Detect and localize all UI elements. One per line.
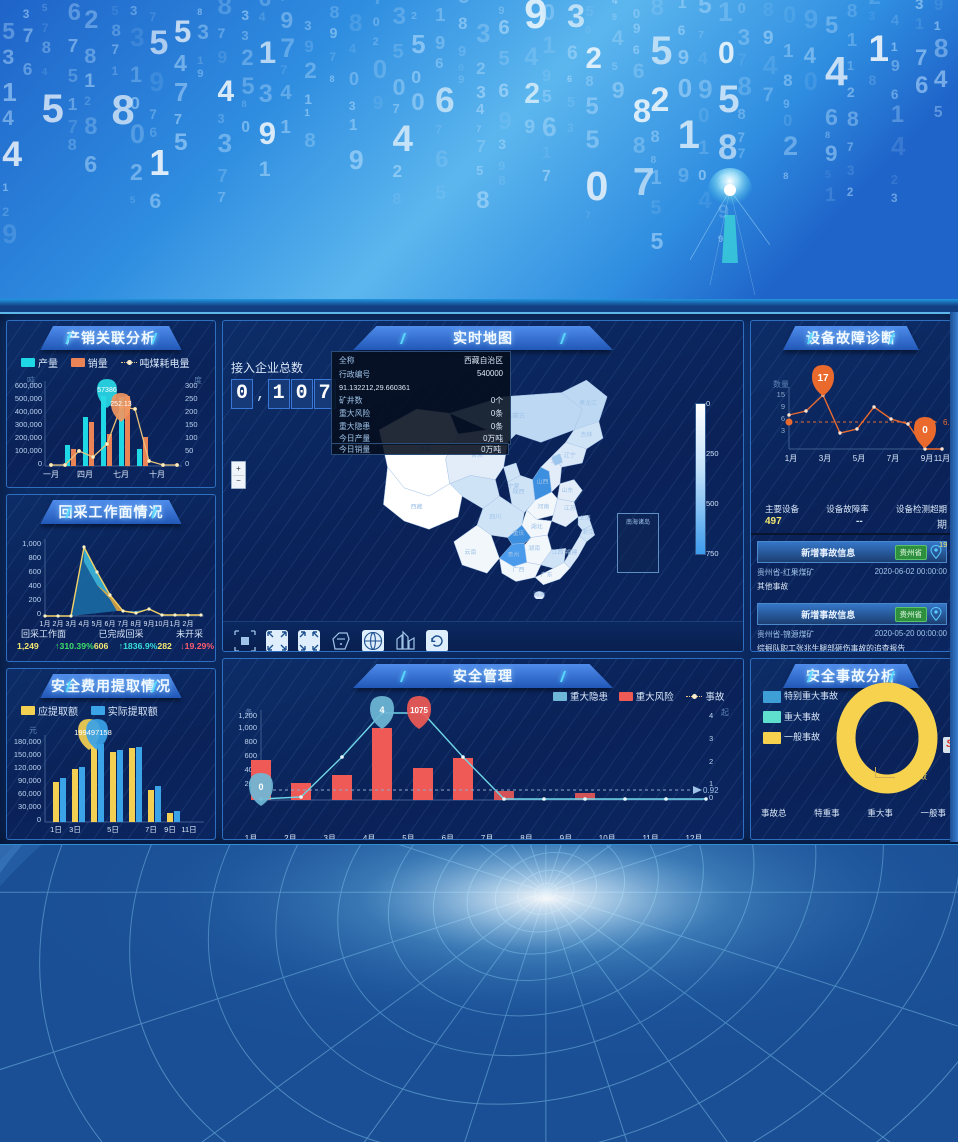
svg-text:上海: 上海 (579, 514, 591, 522)
svg-text:15: 15 (777, 390, 785, 399)
svg-text:0.92: 0.92 (703, 786, 719, 795)
svg-text:4: 4 (709, 711, 713, 720)
svg-text:2: 2 (709, 757, 713, 766)
svg-text:一月: 一月 (43, 470, 59, 479)
svg-text:300: 300 (185, 381, 198, 390)
svg-text:辽宁: 辽宁 (564, 451, 576, 459)
svg-text:7日: 7日 (145, 825, 157, 834)
svg-text:宁夏: 宁夏 (508, 482, 520, 490)
svg-text:云南: 云南 (464, 548, 476, 556)
svg-text:30,000: 30,000 (18, 802, 41, 811)
svg-text:河南: 河南 (537, 503, 549, 511)
svg-text:重庆: 重庆 (513, 529, 525, 537)
svg-text:四川: 四川 (489, 514, 501, 521)
svg-text:120,000: 120,000 (14, 763, 41, 772)
svg-text:9月: 9月 (921, 454, 933, 463)
svg-text:0: 0 (38, 459, 42, 468)
svg-text:150,000: 150,000 (14, 750, 41, 759)
svg-text:3: 3 (709, 734, 713, 743)
svg-text:300,000: 300,000 (15, 420, 42, 429)
svg-text:0: 0 (37, 815, 41, 824)
svg-text:4: 4 (379, 705, 384, 715)
svg-text:北京: 北京 (551, 457, 563, 465)
svg-text:四月: 四月 (77, 470, 93, 479)
svg-text:180,000: 180,000 (14, 737, 41, 746)
svg-text:9日: 9日 (164, 825, 176, 834)
svg-text:1月: 1月 (785, 454, 797, 463)
svg-text:600,000: 600,000 (15, 381, 42, 390)
svg-text:江西: 江西 (551, 549, 563, 556)
svg-text:1,200: 1,200 (238, 711, 257, 720)
svg-text:100,000: 100,000 (15, 446, 42, 455)
svg-text:山东: 山东 (561, 486, 573, 494)
svg-text:150: 150 (185, 420, 198, 429)
svg-text:3日: 3日 (69, 825, 81, 834)
svg-text:7月: 7月 (887, 454, 899, 463)
svg-text:600: 600 (28, 567, 41, 576)
svg-text:元: 元 (29, 726, 37, 735)
svg-text:贵州: 贵州 (508, 551, 520, 559)
svg-text:江苏: 江苏 (564, 504, 576, 512)
svg-text:吉林: 吉林 (580, 430, 592, 438)
svg-text:800: 800 (244, 737, 257, 746)
svg-text:1,000: 1,000 (22, 539, 41, 548)
svg-text:黑龙江: 黑龙江 (579, 399, 597, 407)
svg-text:七月: 七月 (113, 470, 129, 479)
svg-text:90,000: 90,000 (18, 776, 41, 785)
svg-text:0: 0 (922, 425, 928, 436)
svg-text:1075: 1075 (410, 706, 428, 715)
svg-text:9: 9 (781, 402, 785, 411)
svg-text:海南: 海南 (533, 590, 545, 598)
svg-text:400,000: 400,000 (15, 407, 42, 416)
svg-text:3月: 3月 (819, 454, 831, 463)
svg-text:600: 600 (244, 751, 257, 760)
svg-text:湖南: 湖南 (528, 544, 540, 552)
svg-text:57386: 57386 (97, 387, 117, 394)
svg-text:广东: 广东 (541, 571, 553, 579)
svg-text:浙江: 浙江 (582, 527, 594, 535)
svg-text:200,000: 200,000 (15, 433, 42, 442)
svg-text:广西: 广西 (513, 566, 525, 574)
svg-text:11月: 11月 (934, 454, 950, 463)
svg-text:5月: 5月 (853, 454, 865, 463)
svg-text:252.13: 252.13 (110, 401, 132, 408)
svg-text:100: 100 (185, 433, 198, 442)
svg-text:200: 200 (185, 407, 198, 416)
svg-text:山西: 山西 (537, 478, 549, 486)
svg-text:5日: 5日 (107, 825, 119, 834)
svg-text:250: 250 (185, 394, 198, 403)
svg-text:起: 起 (721, 708, 729, 717)
svg-text:福建: 福建 (566, 548, 578, 556)
svg-text:陕西: 陕西 (513, 488, 525, 496)
svg-text:0: 0 (185, 459, 189, 468)
svg-text:1,000: 1,000 (238, 723, 257, 732)
svg-text:3: 3 (781, 426, 785, 435)
svg-text:400: 400 (28, 581, 41, 590)
svg-text:199497158: 199497158 (74, 728, 112, 737)
svg-text:1日: 1日 (50, 825, 62, 834)
svg-text:6: 6 (781, 414, 785, 423)
svg-text:11日: 11日 (181, 825, 196, 834)
svg-text:17: 17 (817, 373, 829, 384)
svg-text:0: 0 (37, 609, 41, 618)
svg-text:500,000: 500,000 (15, 394, 42, 403)
svg-text:800: 800 (28, 553, 41, 562)
svg-text:200: 200 (28, 595, 41, 604)
svg-text:数量: 数量 (773, 379, 789, 389)
svg-text:0: 0 (258, 782, 263, 792)
svg-text:50: 50 (185, 446, 193, 455)
svg-text:湖北: 湖北 (531, 522, 543, 530)
svg-text:西藏: 西藏 (411, 503, 423, 511)
svg-text:十月: 十月 (149, 469, 165, 479)
svg-text:60,000: 60,000 (18, 789, 41, 798)
